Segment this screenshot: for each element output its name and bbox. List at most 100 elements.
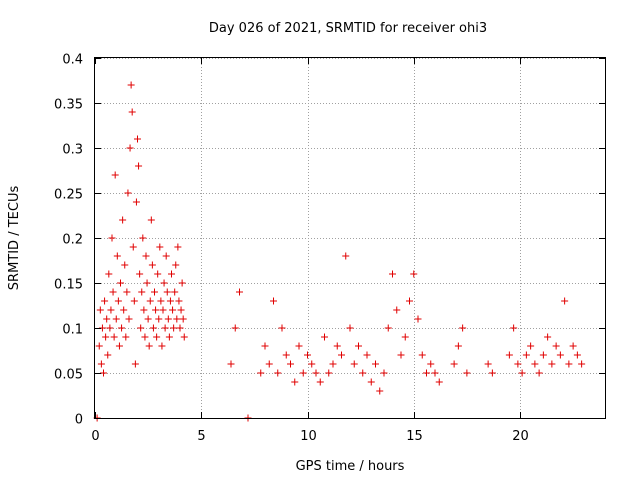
data-point <box>132 198 140 206</box>
data-point <box>274 369 282 377</box>
data-point <box>531 360 539 368</box>
data-point <box>168 270 175 278</box>
data-point <box>125 315 133 323</box>
data-point <box>120 306 128 314</box>
data-points <box>93 81 586 422</box>
data-point <box>414 315 422 323</box>
data-point <box>122 333 130 341</box>
data-point <box>147 216 155 224</box>
data-point <box>166 297 174 305</box>
data-point <box>105 270 113 278</box>
data-point <box>505 351 513 359</box>
data-point <box>111 171 119 179</box>
y-tick-label: 0.2 <box>62 233 83 248</box>
axis-ticks <box>95 58 605 419</box>
data-point <box>308 360 316 368</box>
data-point <box>342 252 350 260</box>
data-point <box>397 351 405 359</box>
data-point <box>117 279 124 287</box>
data-point <box>522 351 530 359</box>
data-point <box>312 369 320 377</box>
y-tick-label: 0.3 <box>62 143 83 158</box>
data-point <box>134 135 141 143</box>
data-point <box>427 360 435 368</box>
data-point <box>144 315 152 323</box>
data-point <box>165 333 173 341</box>
data-point <box>556 351 564 359</box>
data-point <box>295 342 303 350</box>
data-point <box>127 81 135 89</box>
data-point <box>454 342 462 350</box>
data-point <box>131 360 139 368</box>
data-point <box>102 333 110 341</box>
data-point <box>518 369 526 377</box>
data-point <box>96 306 104 314</box>
data-point <box>137 324 145 332</box>
x-tick-label: 15 <box>406 429 423 444</box>
data-point <box>100 369 107 377</box>
data-point <box>110 333 118 341</box>
data-point <box>152 306 160 314</box>
data-point <box>95 342 103 350</box>
chart-title: Day 026 of 2021, SRMTID for receiver ohi… <box>209 21 487 36</box>
data-point <box>384 324 392 332</box>
data-point <box>406 297 413 305</box>
data-point <box>329 360 337 368</box>
data-point <box>410 270 418 278</box>
data-point <box>363 351 371 359</box>
data-point <box>401 333 409 341</box>
data-point <box>565 360 573 368</box>
data-point <box>514 360 522 368</box>
data-point <box>270 297 277 305</box>
data-point <box>114 297 122 305</box>
y-tick-label: 0.35 <box>54 98 83 113</box>
data-point <box>145 342 153 350</box>
y-tick-label: 0.25 <box>54 188 83 203</box>
data-point <box>169 306 177 314</box>
data-point <box>282 351 290 359</box>
data-point <box>135 162 143 170</box>
grid-lines <box>95 58 605 418</box>
data-point <box>154 270 162 278</box>
data-point <box>104 351 112 359</box>
data-point <box>142 252 150 260</box>
data-point <box>151 288 158 296</box>
data-point <box>418 351 426 359</box>
data-point <box>552 342 560 350</box>
data-point <box>160 279 168 287</box>
data-point <box>423 369 430 377</box>
data-point <box>179 315 187 323</box>
data-point <box>544 333 552 341</box>
data-point <box>389 270 396 278</box>
data-point <box>156 243 164 251</box>
data-point <box>163 288 171 296</box>
data-point <box>380 369 388 377</box>
data-point <box>128 108 136 116</box>
data-point <box>548 360 556 368</box>
data-point <box>141 333 149 341</box>
data-point <box>158 342 166 350</box>
x-tick-label: 0 <box>91 429 99 444</box>
data-point <box>109 288 117 296</box>
y-axis-label: SRMTID / TECUs <box>7 186 22 291</box>
data-point <box>527 342 535 350</box>
data-point <box>435 378 443 386</box>
data-point <box>138 288 146 296</box>
x-tick-label: 20 <box>512 429 529 444</box>
data-point <box>178 279 186 287</box>
data-point <box>108 234 116 242</box>
data-point <box>561 297 569 305</box>
data-point <box>162 252 170 260</box>
data-point <box>578 360 586 368</box>
data-point <box>119 216 127 224</box>
data-point <box>113 252 121 260</box>
data-point <box>573 351 581 359</box>
data-point <box>121 261 129 269</box>
data-point <box>159 306 167 314</box>
x-axis-label: GPS time / hours <box>296 459 405 474</box>
data-point <box>97 360 105 368</box>
data-point <box>140 306 148 314</box>
data-point <box>115 342 123 350</box>
data-point <box>236 288 243 296</box>
data-point <box>539 351 547 359</box>
